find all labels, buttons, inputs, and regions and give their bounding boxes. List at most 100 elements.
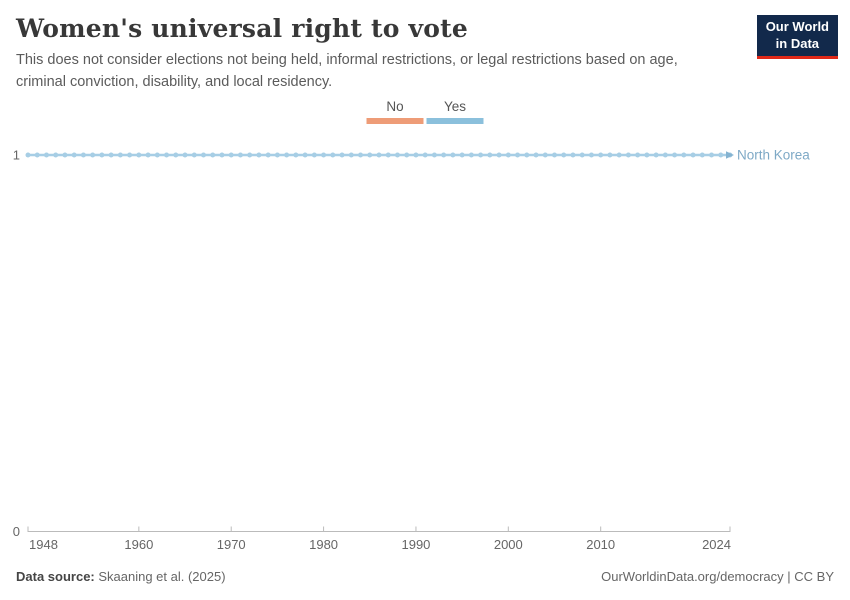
data-point[interactable]	[487, 152, 493, 158]
data-point[interactable]	[681, 152, 687, 158]
data-point[interactable]	[413, 152, 419, 158]
data-point[interactable]	[53, 152, 59, 158]
data-point[interactable]	[468, 152, 474, 158]
data-point[interactable]	[43, 152, 49, 158]
data-point[interactable]	[653, 152, 659, 158]
data-point[interactable]	[99, 152, 105, 158]
x-tick-label: 1970	[217, 537, 246, 552]
data-point[interactable]	[635, 152, 641, 158]
data-point[interactable]	[127, 152, 133, 158]
data-point[interactable]	[478, 152, 484, 158]
x-tick-label: 2000	[494, 537, 523, 552]
data-source-value: Skaaning et al. (2025)	[94, 569, 226, 584]
data-point[interactable]	[376, 152, 382, 158]
data-point[interactable]	[311, 152, 317, 158]
data-point[interactable]	[201, 152, 206, 158]
data-point[interactable]	[164, 152, 170, 158]
data-point[interactable]	[321, 152, 327, 158]
data-point[interactable]	[358, 152, 364, 158]
owid-logo-line2: in Data	[775, 35, 820, 51]
data-point[interactable]	[625, 152, 631, 158]
data-point[interactable]	[154, 152, 160, 158]
data-point[interactable]	[459, 152, 465, 158]
data-point[interactable]	[237, 152, 243, 158]
data-point[interactable]	[385, 152, 391, 158]
data-point[interactable]	[588, 152, 594, 158]
x-tick-label: 2010	[586, 537, 615, 552]
chart-footer: Data source: Skaaning et al. (2025) OurW…	[16, 569, 834, 584]
data-point[interactable]	[71, 152, 77, 158]
data-point[interactable]	[108, 152, 114, 158]
data-point[interactable]	[690, 152, 696, 158]
data-point[interactable]	[293, 152, 299, 158]
entity-label[interactable]: North Korea	[737, 148, 810, 163]
data-point[interactable]	[644, 152, 650, 158]
data-point[interactable]	[25, 152, 31, 158]
data-point[interactable]	[662, 152, 668, 158]
y-tick-label: 0	[13, 524, 20, 539]
data-point[interactable]	[616, 152, 622, 158]
data-point[interactable]	[524, 152, 530, 158]
x-tick-label: 1948	[29, 537, 58, 552]
data-point[interactable]	[431, 152, 437, 158]
data-point[interactable]	[699, 152, 705, 158]
data-point[interactable]	[173, 152, 179, 158]
data-point[interactable]	[450, 152, 456, 158]
data-point[interactable]	[561, 152, 567, 158]
data-point[interactable]	[339, 152, 345, 158]
data-source-label: Data source:	[16, 569, 95, 584]
data-point[interactable]	[441, 152, 447, 158]
data-point[interactable]	[348, 152, 354, 158]
data-point[interactable]	[404, 152, 410, 158]
x-tick-label: 2024	[702, 537, 731, 552]
data-point[interactable]	[256, 152, 262, 158]
data-point[interactable]	[709, 152, 715, 158]
data-point[interactable]	[302, 152, 308, 158]
legend-swatch-no	[366, 118, 424, 124]
data-point[interactable]	[219, 152, 225, 158]
data-point[interactable]	[90, 152, 96, 158]
data-point[interactable]	[117, 152, 123, 158]
legend-item-yes[interactable]: Yes	[426, 99, 484, 124]
owid-cc-link[interactable]: OurWorldinData.org/democracy | CC BY	[601, 569, 834, 584]
legend-label-yes: Yes	[443, 99, 467, 114]
data-point[interactable]	[552, 152, 557, 158]
data-point[interactable]	[496, 152, 502, 158]
data-point[interactable]	[533, 152, 539, 158]
data-point[interactable]	[145, 152, 151, 158]
data-point[interactable]	[718, 152, 724, 158]
data-point[interactable]	[34, 152, 40, 158]
chart-header: Women's universal right to vote This doe…	[16, 14, 740, 94]
data-point[interactable]	[422, 152, 428, 158]
data-point[interactable]	[515, 152, 521, 158]
data-point[interactable]	[191, 152, 197, 158]
data-point[interactable]	[505, 152, 511, 158]
chart-subtitle: This does not consider elections not bei…	[16, 52, 678, 90]
x-tick-label: 1990	[401, 537, 430, 552]
data-point[interactable]	[607, 152, 613, 158]
data-point[interactable]	[330, 152, 336, 158]
owid-logo[interactable]: Our World in Data	[756, 15, 838, 59]
data-point[interactable]	[136, 152, 142, 158]
data-point[interactable]	[570, 152, 576, 158]
data-point[interactable]	[80, 152, 86, 158]
data-point[interactable]	[394, 152, 400, 158]
data-point[interactable]	[598, 152, 604, 158]
data-point[interactable]	[284, 152, 290, 158]
data-point[interactable]	[182, 152, 188, 158]
data-point[interactable]	[542, 152, 548, 158]
data-point[interactable]	[672, 152, 678, 158]
data-point[interactable]	[579, 152, 585, 158]
data-point[interactable]	[62, 152, 68, 158]
data-point[interactable]	[228, 152, 234, 158]
data-point[interactable]	[210, 152, 216, 158]
data-point[interactable]	[274, 152, 280, 158]
data-point[interactable]	[265, 152, 271, 158]
data-point[interactable]	[247, 152, 253, 158]
legend-item-no[interactable]: No	[366, 99, 424, 124]
data-point[interactable]	[367, 152, 373, 158]
line-arrowhead-icon	[726, 151, 734, 159]
y-tick-label: 1	[13, 148, 20, 163]
